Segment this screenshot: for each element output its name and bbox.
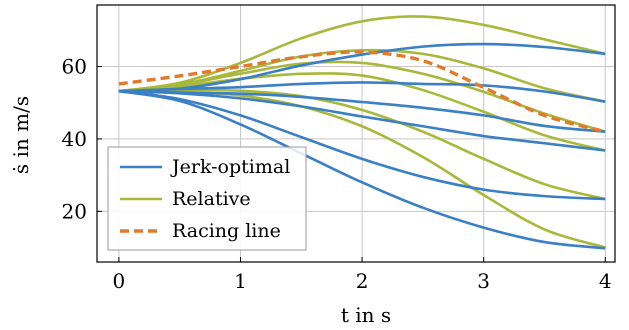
series-line-racing-line-1	[118, 50, 606, 134]
series-lines	[118, 15, 606, 250]
y-axis-label: ṡ in m/s	[9, 96, 33, 174]
y-tick-label: 40	[62, 127, 87, 151]
y-tick-label: 20	[62, 199, 87, 223]
series-line-jerk-optimal-6	[118, 89, 606, 250]
series-line-relative-5	[118, 88, 606, 201]
x-tick-label: 4	[599, 269, 612, 293]
x-tick-label: 1	[234, 269, 247, 293]
series-line-jerk-optimal-3	[118, 89, 606, 133]
x-tick-label: 3	[477, 269, 490, 293]
y-tick-label: 60	[62, 55, 87, 79]
x-tick-label: 0	[113, 269, 126, 293]
series-line-jerk-optimal-4	[118, 89, 606, 152]
series-line-relative-4	[118, 72, 606, 152]
ticks: 0 1 2 3 4 20 40 60	[62, 55, 612, 293]
legend-label-racing-line: Racing line	[172, 220, 281, 242]
plot-frame	[96, 4, 616, 263]
series-line-jerk-optimal-1	[118, 42, 606, 93]
x-axis-label: t in s	[341, 303, 391, 327]
series-line-jerk-optimal-2	[118, 81, 606, 103]
x-tick-label: 2	[356, 269, 369, 293]
legend: Jerk-optimal Relative Racing line	[107, 146, 307, 251]
legend-label-relative: Relative	[172, 188, 251, 210]
legend-label-jerk-optimal: Jerk-optimal	[170, 156, 290, 178]
series-line-jerk-optimal-5	[118, 89, 606, 201]
series-line-relative-1	[118, 15, 606, 93]
